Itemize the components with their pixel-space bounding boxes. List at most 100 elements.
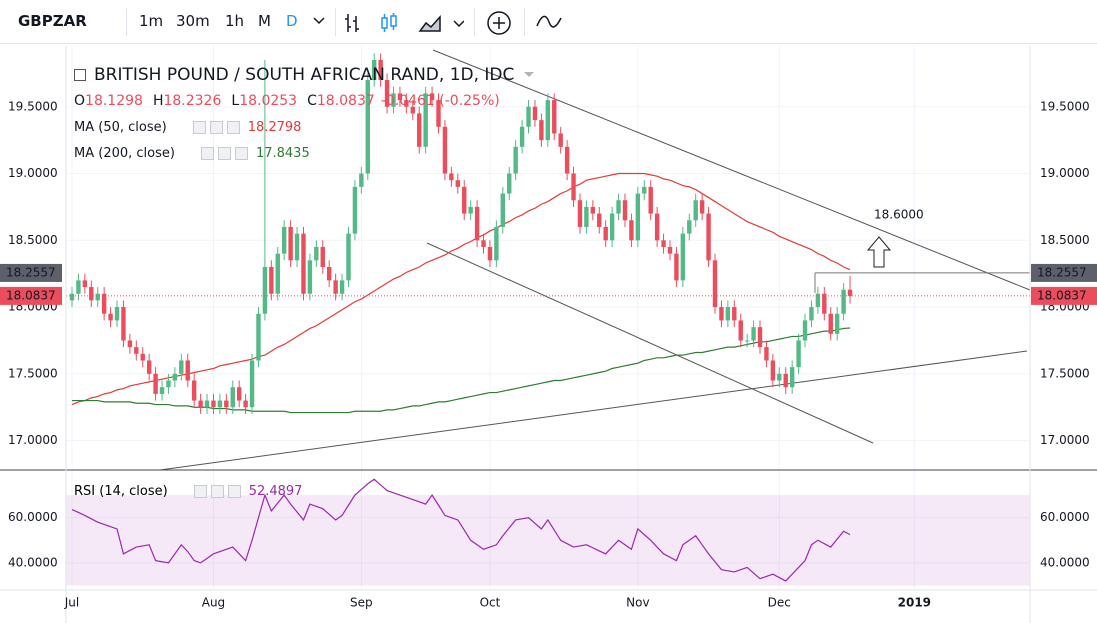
ohlc-value: 18.0837 [316,93,375,109]
candle-body [391,93,396,107]
trend-line[interactable] [426,242,874,444]
icon[interactable] [209,120,223,134]
icon[interactable] [227,485,241,498]
toolbar: GBPZAR 1m 30m 1h M D [0,0,1097,44]
chart-style-icons[interactable] [344,11,464,35]
candle-body [809,307,814,321]
candle-body [738,320,743,341]
candle-body [584,206,589,227]
candle-body [172,373,178,381]
interval[interactable]: 30m [176,12,210,30]
y-tick-label: 40.0000 [1040,555,1090,569]
annotation: 18.6000 [874,207,924,221]
candle-body [822,293,827,314]
ohlc-row: O 18.1298 H 18.2326 L 18.0253 C 18.0837 -0.0… [74,88,536,114]
collapse-icon[interactable] [74,69,86,81]
x-tick-label: Sep [350,596,373,610]
candle-body [224,400,229,408]
y-tick-label: 19.5000 [1040,99,1090,113]
candle-body [249,360,255,408]
interval[interactable]: D [286,12,298,30]
candle-body [204,400,210,408]
candle-body [320,246,325,268]
icon[interactable] [234,146,248,160]
y-tick-label: 40.0000 [8,555,58,569]
candle-body [519,126,525,147]
interval[interactable]: M [258,12,271,30]
candle-body [256,313,261,361]
compare-icon[interactable] [536,14,562,30]
y-tick-label: 19.0000 [1040,166,1090,180]
interval[interactable]: 1h [225,12,245,30]
candle-body [828,313,833,334]
candle-body [217,400,223,408]
candle-body [609,213,615,241]
icon[interactable] [200,146,214,160]
rsi-line [71,478,851,582]
icon[interactable] [217,146,231,160]
candle-body [442,126,448,174]
candle-body [764,347,769,361]
dropdown-icon[interactable] [522,70,536,80]
candle-body [481,240,486,247]
candle-body [622,200,628,221]
price-label: 18.0837 [6,288,56,302]
price-label: 18.0837 [1037,288,1087,302]
interval[interactable]: 1m [139,12,164,30]
candle-body [712,260,718,308]
candle-body [539,120,544,141]
y-tick-label: 17.5000 [8,366,58,380]
candle-body [500,193,506,227]
separator [474,8,475,36]
candle-body [314,246,319,261]
x-tick-label: Dec [768,596,791,610]
ma-legend-row: MA (50, close) 18.2798 [74,114,536,140]
arrow-up[interactable] [866,236,892,268]
y-tick-label: 17.0000 [1040,433,1090,447]
add-indicator-icon[interactable] [486,10,512,36]
candle-body [545,100,551,141]
candle-body [384,80,390,107]
ohlc-label: H [152,93,164,109]
price-label-box [0,286,62,305]
y-tick-label: 17.5000 [1040,366,1090,380]
plot: 18.6000 [66,53,1030,582]
icon[interactable] [193,485,207,498]
legend-value: 18.2798 [247,119,302,135]
candle-body [487,246,493,261]
candle-body [558,133,563,147]
y-tick-label: 19.5000 [8,99,58,113]
candle-body [159,387,165,394]
candle-body [667,246,673,254]
candle-body [114,307,120,321]
candle-body [352,186,358,234]
y-tick-label: 60.0000 [1040,510,1090,524]
icon[interactable] [192,120,206,134]
candle-body [642,186,647,194]
dropdown-icon[interactable] [313,16,325,26]
candle-body [796,340,801,368]
icon[interactable] [226,120,240,134]
candle-body [436,100,441,127]
x-tick-label: Aug [202,596,225,610]
candle-body [429,93,435,101]
candle-body [230,387,235,408]
trend-line[interactable] [432,49,1031,291]
y-tick-label: 18.5000 [1040,233,1090,247]
icon[interactable] [210,485,224,498]
grid [66,46,1030,590]
legend-value: 17.8435 [255,145,310,161]
candle-body [365,80,370,174]
candle-body [494,226,499,261]
trend-line[interactable] [159,350,1028,471]
candle-body [294,233,300,261]
rsi-band [66,495,1030,586]
candle-body [847,289,853,296]
candle-body [687,220,692,234]
symbol[interactable]: GBPZAR [18,12,87,30]
candle-body [577,200,583,227]
legend-name: MA (200, close) [74,145,175,161]
candle-body [462,186,467,214]
